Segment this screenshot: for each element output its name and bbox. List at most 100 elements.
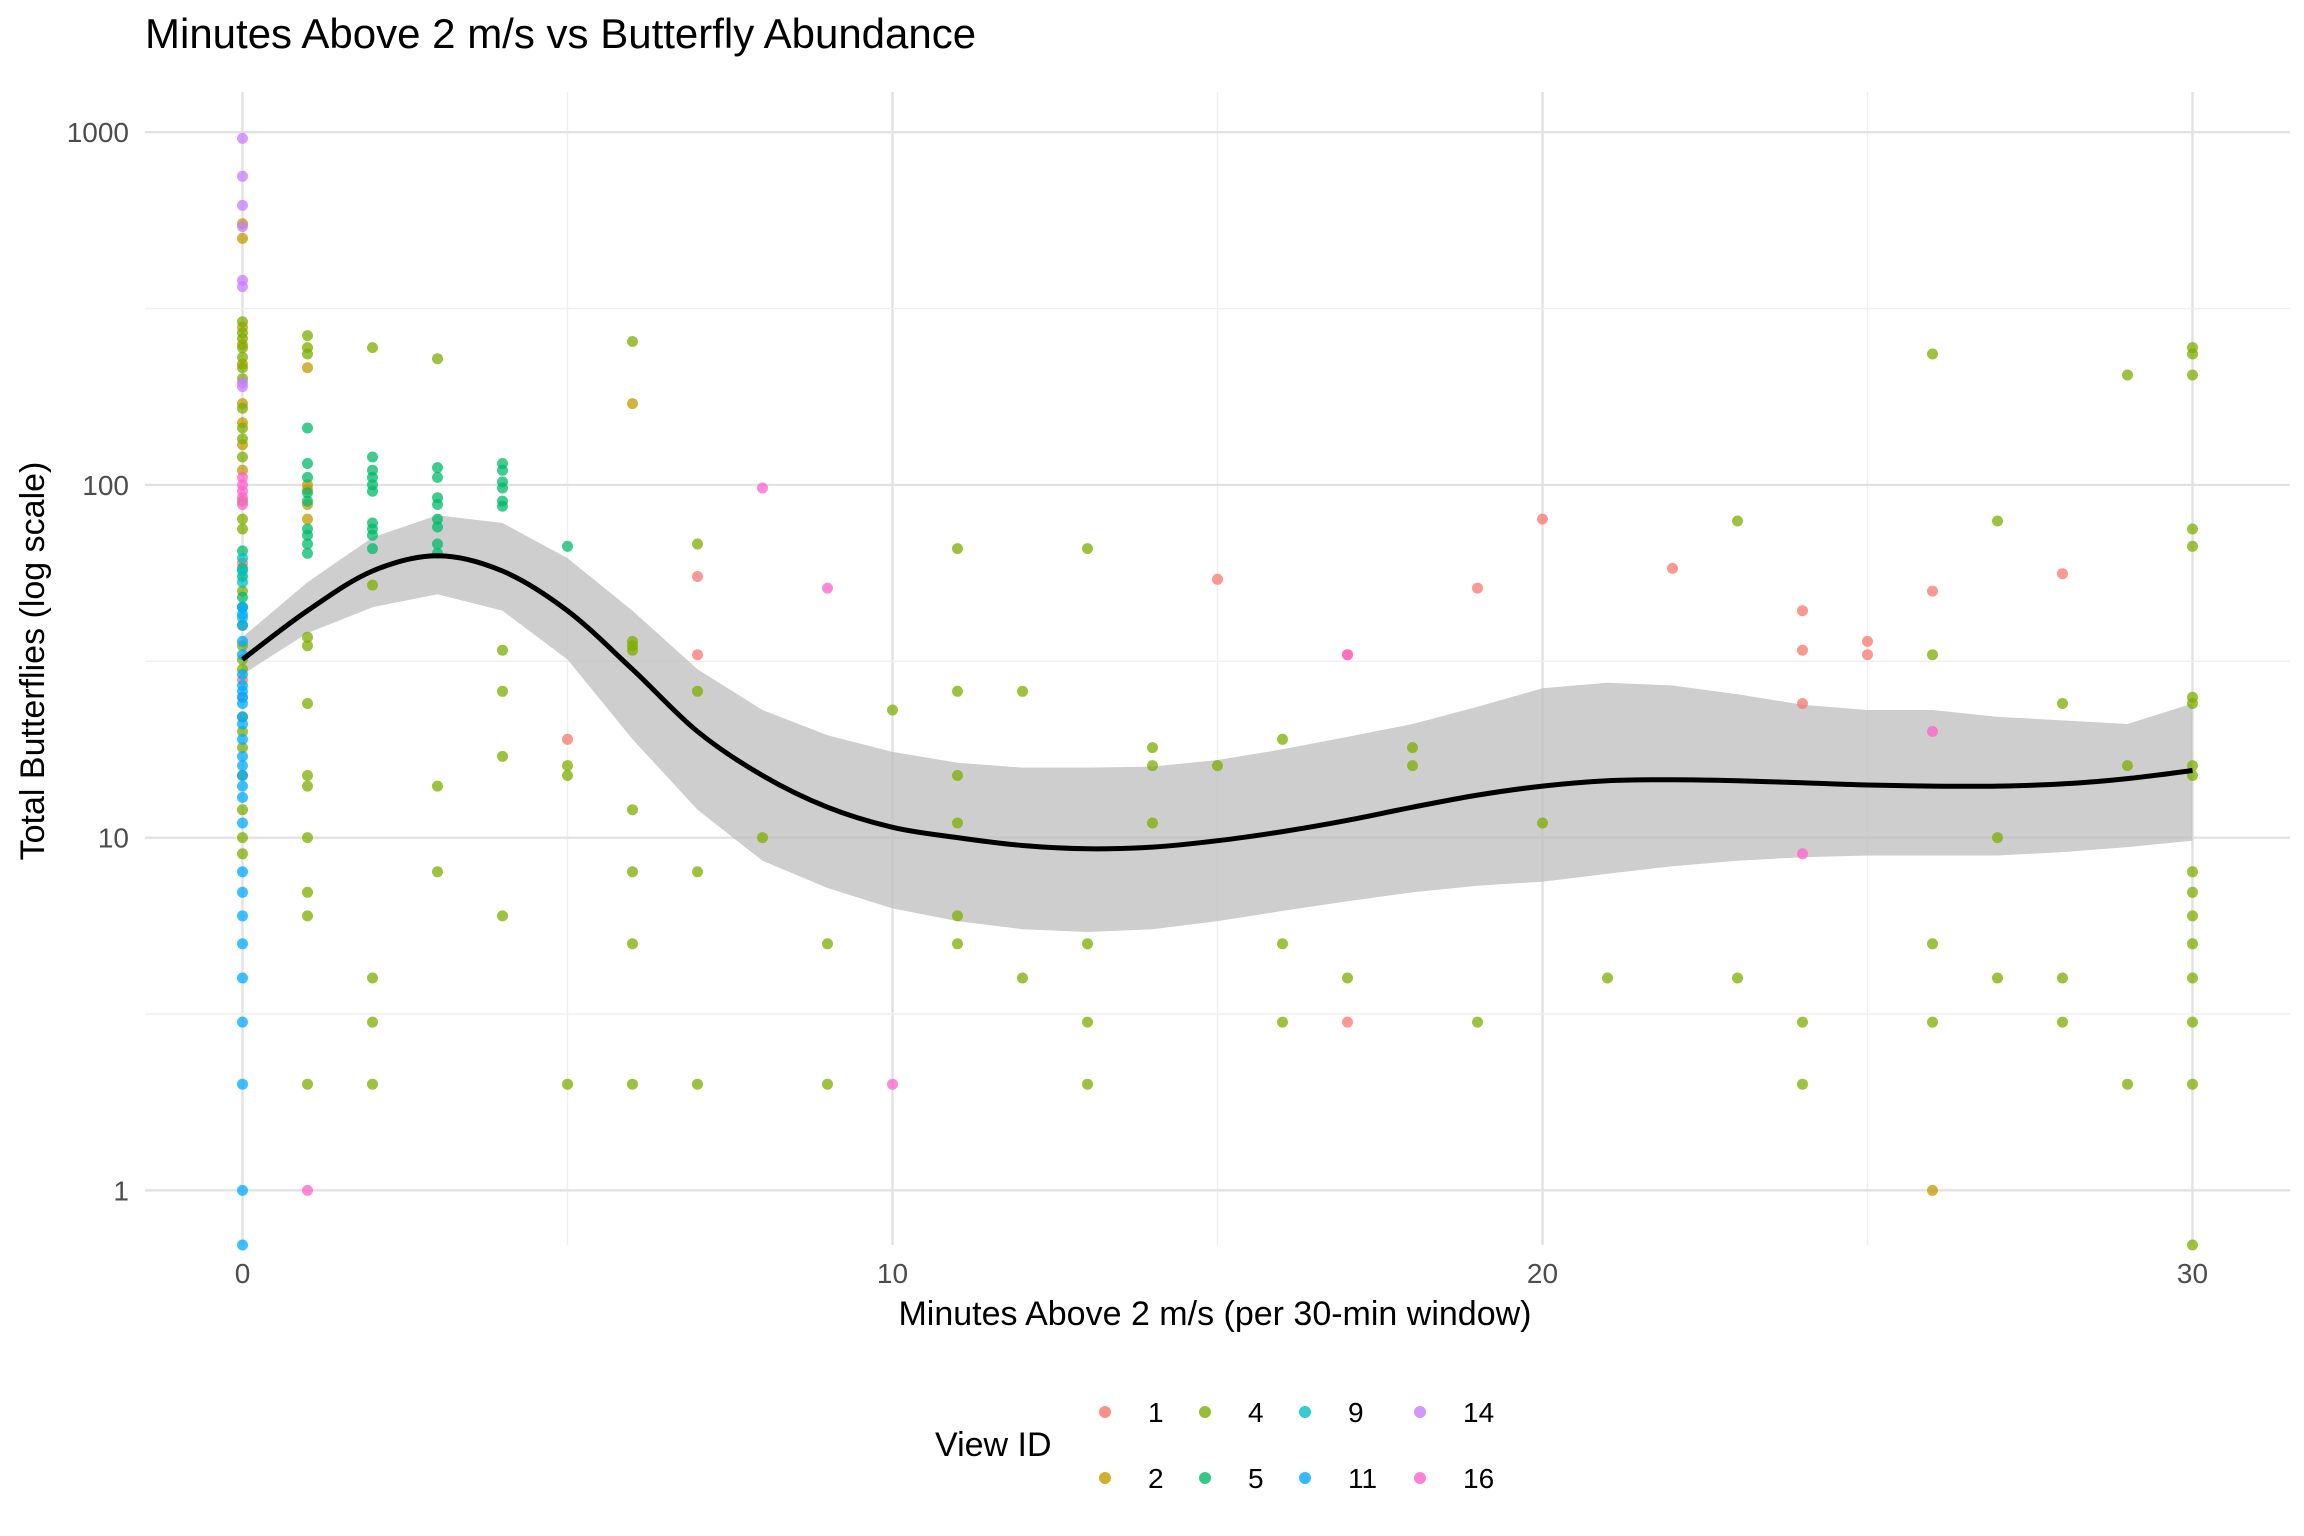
data-point bbox=[302, 770, 313, 781]
data-point bbox=[1732, 515, 1743, 527]
data-point bbox=[237, 938, 248, 950]
data-point bbox=[1017, 972, 1028, 984]
data-point bbox=[2187, 348, 2198, 360]
data-point bbox=[822, 582, 833, 594]
data-point bbox=[432, 471, 443, 483]
data-point bbox=[1992, 515, 2003, 527]
data-point bbox=[2057, 568, 2068, 580]
data-point bbox=[237, 608, 248, 620]
data-point bbox=[237, 1239, 248, 1251]
data-point bbox=[237, 552, 248, 564]
data-point bbox=[237, 523, 248, 535]
legend: View ID 1 2 4 5 9 11 14 16 bbox=[935, 1397, 1494, 1494]
data-point bbox=[237, 619, 248, 631]
data-point bbox=[302, 698, 313, 709]
data-point bbox=[367, 972, 378, 984]
data-point bbox=[1277, 1016, 1288, 1028]
data-point bbox=[302, 529, 313, 541]
data-point bbox=[1927, 726, 1938, 737]
data-point bbox=[237, 281, 248, 293]
tick-labels: 0 10 20 30 1 10 100 1000 bbox=[67, 117, 2208, 1289]
data-point bbox=[237, 848, 248, 860]
data-point bbox=[2122, 369, 2133, 381]
data-point bbox=[2187, 1078, 2198, 1090]
data-point bbox=[2187, 972, 2198, 984]
legend-label: 4 bbox=[1248, 1397, 1264, 1428]
data-point bbox=[1732, 972, 1743, 984]
data-point bbox=[302, 780, 313, 792]
data-point bbox=[302, 330, 313, 342]
legend-label: 5 bbox=[1248, 1463, 1264, 1494]
data-point bbox=[302, 487, 313, 499]
data-point bbox=[1602, 972, 1613, 984]
data-point bbox=[302, 538, 313, 550]
data-point bbox=[302, 631, 313, 643]
data-point bbox=[432, 538, 443, 550]
data-point bbox=[562, 540, 573, 552]
series-4 bbox=[237, 316, 2198, 1251]
data-point bbox=[1797, 644, 1808, 656]
data-point bbox=[497, 482, 508, 494]
data-point bbox=[2122, 760, 2133, 772]
data-point bbox=[2057, 698, 2068, 709]
data-point bbox=[432, 499, 443, 510]
data-point bbox=[1927, 1016, 1938, 1028]
data-point bbox=[237, 972, 248, 984]
data-point bbox=[627, 398, 638, 410]
data-point bbox=[302, 362, 313, 374]
legend-key bbox=[1199, 1406, 1211, 1418]
data-point bbox=[692, 571, 703, 582]
data-point bbox=[367, 342, 378, 354]
y-tick-label: 10 bbox=[98, 823, 129, 854]
data-point bbox=[1017, 685, 1028, 697]
data-point bbox=[1082, 1078, 1093, 1090]
data-point bbox=[952, 910, 963, 922]
x-tick-label: 20 bbox=[1527, 1258, 1558, 1289]
legend-item: 4 bbox=[1199, 1397, 1264, 1428]
x-axis-title: Minutes Above 2 m/s (per 30-min window) bbox=[898, 1295, 1531, 1333]
data-point bbox=[952, 817, 963, 829]
data-point bbox=[237, 565, 248, 577]
data-point bbox=[237, 402, 248, 414]
data-point bbox=[302, 422, 313, 434]
data-point bbox=[952, 938, 963, 950]
data-point bbox=[237, 886, 248, 898]
data-point bbox=[302, 547, 313, 559]
legend-label: 9 bbox=[1348, 1397, 1364, 1428]
data-point bbox=[237, 866, 248, 878]
data-point bbox=[237, 513, 248, 525]
data-point bbox=[367, 1016, 378, 1028]
data-point bbox=[367, 1078, 378, 1090]
data-point bbox=[1927, 938, 1938, 950]
points-layer bbox=[237, 132, 2198, 1251]
legend-key bbox=[1414, 1406, 1426, 1418]
data-point bbox=[1797, 605, 1808, 617]
data-point bbox=[302, 1078, 313, 1090]
data-point bbox=[2187, 938, 2198, 950]
data-point bbox=[2187, 1016, 2198, 1028]
data-point bbox=[757, 482, 768, 494]
legend-key bbox=[1299, 1472, 1311, 1484]
data-point bbox=[237, 733, 248, 745]
data-point bbox=[627, 804, 638, 816]
data-point bbox=[1147, 760, 1158, 772]
data-point bbox=[2187, 1239, 2198, 1251]
data-point bbox=[237, 760, 248, 772]
data-point bbox=[1082, 1016, 1093, 1028]
data-point bbox=[237, 832, 248, 844]
y-tick-label: 1000 bbox=[67, 117, 129, 148]
data-point bbox=[627, 938, 638, 950]
data-point bbox=[237, 333, 248, 344]
data-point bbox=[302, 832, 313, 844]
data-point bbox=[237, 804, 248, 816]
data-point bbox=[1992, 972, 2003, 984]
data-point bbox=[237, 750, 248, 762]
legend-label: 1 bbox=[1148, 1397, 1164, 1428]
data-point bbox=[627, 1078, 638, 1090]
data-point bbox=[237, 1184, 248, 1196]
data-point bbox=[952, 770, 963, 781]
data-point bbox=[1277, 938, 1288, 950]
data-point bbox=[237, 132, 248, 144]
data-point bbox=[237, 1016, 248, 1028]
